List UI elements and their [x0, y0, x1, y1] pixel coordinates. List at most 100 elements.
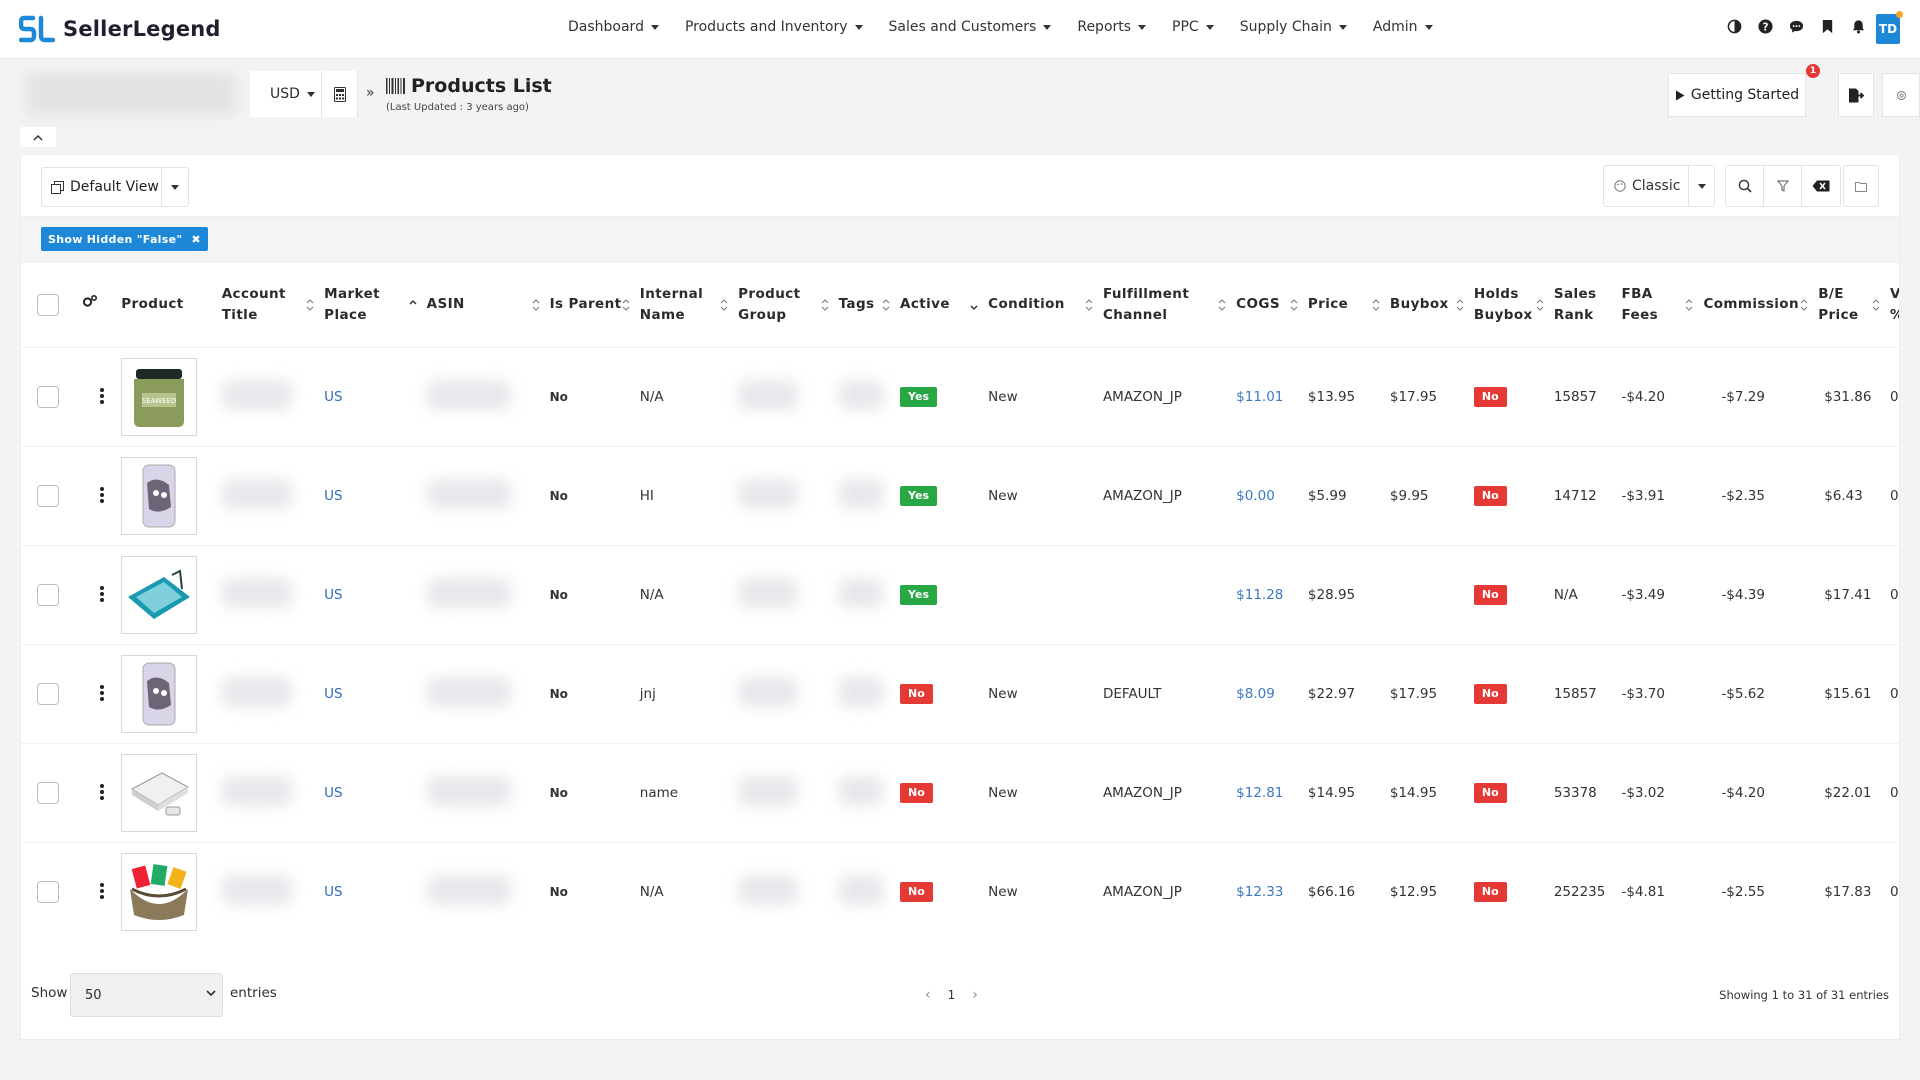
- row-checkbox[interactable]: [37, 880, 59, 903]
- layout-mode-selector[interactable]: Classic: [1603, 165, 1715, 207]
- nav-reports[interactable]: Reports: [1077, 19, 1147, 35]
- column-header-internal-name[interactable]: Internal Name: [633, 263, 733, 347]
- table-row[interactable]: US No name No New AMAZON_JP $12.81 $14.95 $14.95…: [21, 742, 1899, 842]
- buybox-cell: $17.95: [1383, 643, 1468, 743]
- view-dropdown-toggle[interactable]: [162, 184, 188, 190]
- column-header-condition[interactable]: Condition: [982, 263, 1097, 347]
- remove-filter-icon[interactable]: ✖: [191, 232, 201, 246]
- bell-icon[interactable]: [1850, 18, 1866, 34]
- marketplace-link[interactable]: US: [324, 388, 343, 405]
- marketplace-link[interactable]: US: [324, 586, 343, 603]
- search-button[interactable]: [1726, 166, 1764, 206]
- nav-supply-chain[interactable]: Supply Chain: [1240, 19, 1347, 35]
- row-checkbox[interactable]: [37, 583, 59, 606]
- table-row[interactable]: US No N/A No New AMAZON_JP $12.33 $66.16 $12.95 N…: [21, 841, 1899, 941]
- cogs-link[interactable]: $12.81: [1236, 784, 1284, 801]
- next-page-icon[interactable]: ›: [972, 987, 978, 1003]
- column-header-tags[interactable]: Tags: [832, 263, 895, 347]
- column-header-asin[interactable]: ASIN: [420, 263, 544, 347]
- column-header-fulfillment-channel[interactable]: Fulfillment Channel: [1096, 263, 1231, 347]
- kebab-menu-icon[interactable]: [100, 882, 105, 899]
- default-view-button[interactable]: Default View: [42, 168, 162, 206]
- collapse-toggle[interactable]: [20, 127, 56, 147]
- row-checkbox[interactable]: [37, 781, 59, 804]
- nav-ppc[interactable]: PPC: [1172, 19, 1214, 35]
- show-label: Show: [31, 985, 68, 1001]
- products-table-container[interactable]: Product Account Title Market Place ASIN …: [21, 263, 1899, 963]
- cogs-link[interactable]: $11.28: [1236, 586, 1284, 603]
- marketplace-link[interactable]: US: [324, 685, 343, 702]
- product-image[interactable]: [121, 456, 198, 535]
- product-image[interactable]: [121, 654, 198, 733]
- mode-dropdown-toggle[interactable]: [1689, 183, 1714, 189]
- product-image[interactable]: [121, 753, 198, 832]
- column-header-holds-buybox[interactable]: Holds Buybox: [1467, 263, 1548, 347]
- column-header-commission[interactable]: Commission: [1697, 263, 1813, 347]
- column-header-fba-fees[interactable]: FBA Fees: [1615, 263, 1698, 347]
- nav-sales-and-customers[interactable]: Sales and Customers: [889, 19, 1052, 35]
- cogs-link[interactable]: $8.09: [1236, 685, 1275, 702]
- product-image[interactable]: [121, 555, 198, 634]
- column-header-v-percent[interactable]: V %: [1883, 263, 1899, 347]
- chat-icon[interactable]: [1788, 18, 1804, 34]
- column-header-is-parent[interactable]: Is Parent: [543, 263, 634, 347]
- previous-page-icon[interactable]: ‹: [925, 987, 931, 1003]
- nav-products-and-inventory[interactable]: Products and Inventory: [685, 19, 863, 35]
- marketplace-link[interactable]: US: [324, 487, 343, 504]
- product-image[interactable]: SEAWEED: [121, 357, 198, 436]
- columns-button[interactable]: [1843, 165, 1879, 207]
- product-image[interactable]: [121, 852, 198, 931]
- user-avatar[interactable]: TD: [1876, 11, 1903, 44]
- bookmark-icon[interactable]: [1819, 18, 1835, 34]
- clear-filters-button[interactable]: [1802, 166, 1840, 206]
- kebab-menu-icon[interactable]: [100, 486, 105, 503]
- contrast-icon[interactable]: [1726, 18, 1742, 34]
- nav-dashboard[interactable]: Dashboard: [568, 19, 659, 35]
- page-settings-button[interactable]: [1882, 73, 1920, 117]
- row-checkbox[interactable]: [37, 682, 59, 705]
- page-number[interactable]: 1: [947, 988, 956, 1002]
- currency-select[interactable]: USD: [250, 71, 322, 117]
- help-icon[interactable]: ?: [1757, 18, 1773, 34]
- brand[interactable]: SellerLegend: [19, 14, 221, 44]
- column-header-active[interactable]: Active: [894, 263, 983, 347]
- export-button[interactable]: [1838, 73, 1874, 117]
- view-selector[interactable]: Default View: [41, 167, 189, 207]
- column-header-buybox[interactable]: Buybox: [1383, 263, 1468, 347]
- cogs-link[interactable]: $12.33: [1236, 883, 1284, 900]
- table-row[interactable]: US No jnj No New DEFAULT $8.09 $22.97 $17.95 No 15…: [21, 643, 1899, 743]
- row-checkbox[interactable]: [37, 385, 59, 408]
- getting-started-button[interactable]: Getting Started: [1668, 73, 1806, 117]
- column-header-price[interactable]: Price: [1301, 263, 1384, 347]
- table-row[interactable]: SEAWEED US No N/A Yes New AMAZON_JP $11.01 $13.9…: [21, 346, 1899, 446]
- table-row[interactable]: US No N/A Yes $11.28 $28.95 No N/A -$3.49 -$4.39 $…: [21, 544, 1899, 644]
- row-checkbox[interactable]: [37, 484, 59, 507]
- kebab-menu-icon[interactable]: [100, 585, 105, 602]
- marketplace-link[interactable]: US: [324, 784, 343, 801]
- filter-button[interactable]: [1764, 166, 1802, 206]
- column-header-sales-rank[interactable]: Sales Rank: [1547, 263, 1616, 347]
- nav-admin[interactable]: Admin: [1373, 19, 1433, 35]
- filter-icon: [1776, 180, 1789, 192]
- column-header-be-price[interactable]: B/E Price: [1812, 263, 1884, 347]
- column-header-cogs[interactable]: COGS: [1230, 263, 1302, 347]
- table-row[interactable]: US No HI Yes New AMAZON_JP $0.00 $5.99 $9.95 No 14…: [21, 445, 1899, 545]
- column-header-product-group[interactable]: Product Group: [732, 263, 833, 347]
- calculator-button[interactable]: [322, 71, 358, 117]
- kebab-menu-icon[interactable]: [100, 783, 105, 800]
- kebab-menu-icon[interactable]: [100, 684, 105, 701]
- redacted-value: [838, 874, 883, 905]
- classic-mode-button[interactable]: Classic: [1604, 166, 1689, 206]
- cogs-link[interactable]: $11.01: [1236, 388, 1284, 405]
- column-header-market-place[interactable]: Market Place: [318, 263, 421, 347]
- column-settings-header[interactable]: [72, 263, 116, 347]
- marketplace-link[interactable]: US: [324, 883, 343, 900]
- column-header-account-title[interactable]: Account Title: [215, 263, 319, 347]
- page-length-select[interactable]: 50: [70, 973, 223, 1017]
- select-all-checkbox[interactable]: [37, 293, 59, 316]
- account-selector-redacted[interactable]: [26, 73, 236, 115]
- filter-chip-show-hidden[interactable]: Show Hidden "False" ✖: [41, 227, 208, 251]
- column-header-product[interactable]: Product: [115, 263, 216, 347]
- kebab-menu-icon[interactable]: [100, 387, 105, 404]
- cogs-link[interactable]: $0.00: [1236, 487, 1275, 504]
